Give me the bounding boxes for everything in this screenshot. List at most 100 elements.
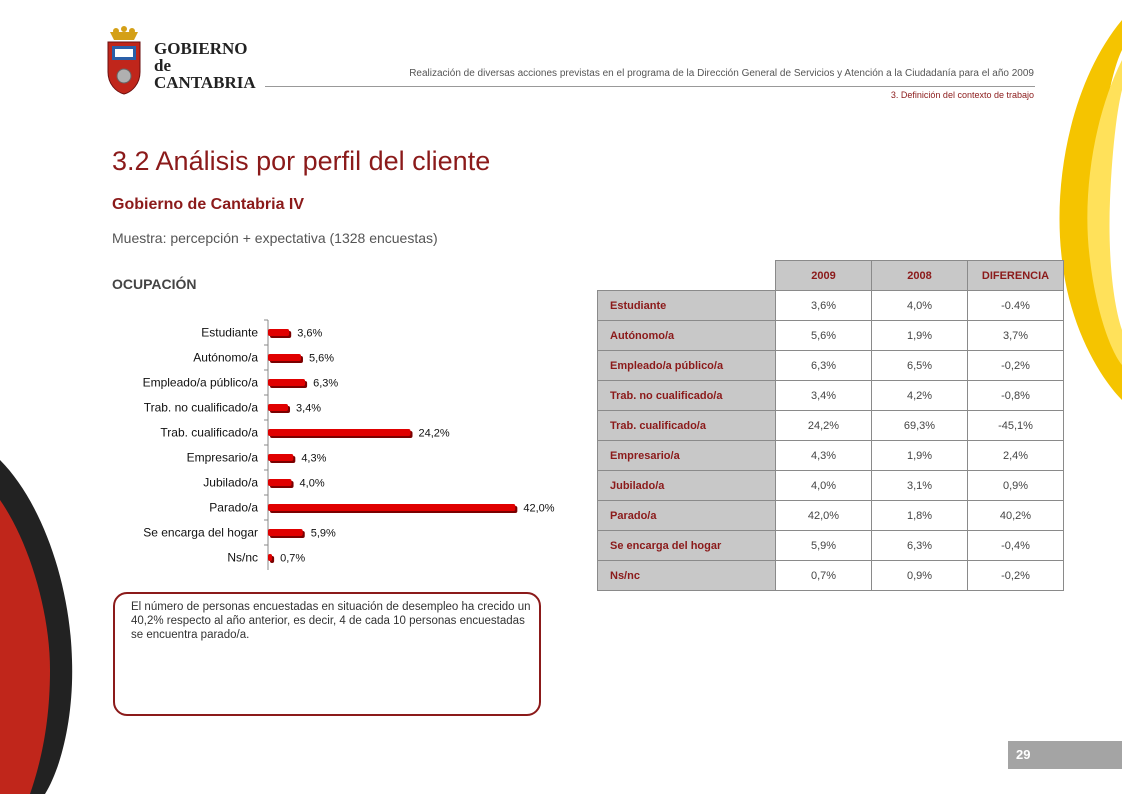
table-row-label: Jubilado/a [597,470,776,501]
page-subtitle: Gobierno de Cantabria IV [112,196,305,213]
table-cell-2008: 1,8% [871,500,968,531]
chart-value-label: 5,9% [311,528,336,540]
table-row: Trab. no cualificado/a 3,4% 4,2% -0,8% [597,380,1064,411]
table-cell-2009: 3,4% [775,380,872,411]
chart-category-label: Ns/nc [227,551,258,565]
decorative-red-swoosh [0,460,73,794]
table-cell-diferencia: 2,4% [967,440,1064,471]
table-header-blank [597,260,776,291]
table-cell-diferencia: -0.4% [967,290,1064,321]
sample-description: Muestra: percepción + expectativa (1328 … [112,230,438,246]
table-row-label: Estudiante [597,290,776,321]
table-row: Estudiante 3,6% 4,0% -0.4% [597,290,1064,321]
table-row-label: Empleado/a público/a [597,350,776,381]
chart-category-label: Trab. no cualificado/a [144,401,259,415]
section-label: OCUPACIÓN [112,276,197,292]
chart-bar [268,479,292,486]
comment-text: El número de personas encuestadas en sit… [131,601,531,641]
page-number-bar: 29 [1008,741,1122,769]
table-cell-2009: 5,6% [775,320,872,351]
table-cell-2008: 1,9% [871,440,968,471]
table-cell-diferencia: 0,9% [967,470,1064,501]
chart-category-label: Empleado/a público/a [143,376,259,390]
table-body: Estudiante 3,6% 4,0% -0.4% Autónomo/a 5,6% 1,9… [597,290,1064,591]
chart-bar [268,454,294,461]
table-row-label: Empresario/a [597,440,776,471]
table-cell-2008: 6,5% [871,350,968,381]
table-cell-2009: 24,2% [775,410,872,441]
table-row: Trab. cualificado/a 24,2% 69,3% -45,1% [597,410,1064,441]
table-row-label: Autónomo/a [597,320,776,351]
table-cell-2008: 0,9% [871,560,968,591]
table-cell-diferencia: 3,7% [967,320,1064,351]
chart-value-label: 0,7% [280,553,305,565]
chart-value-label: 4,0% [300,478,325,490]
table-cell-2008: 6,3% [871,530,968,561]
table-cell-diferencia: -45,1% [967,410,1064,441]
table-cell-2009: 42,0% [775,500,872,531]
chart-category-label: Empresario/a [187,451,259,465]
table-row: Empresario/a 4,3% 1,9% 2,4% [597,440,1064,471]
table-cell-2008: 69,3% [871,410,968,441]
table-cell-2008: 4,2% [871,380,968,411]
chart-bar [268,554,273,561]
table-row: Autónomo/a 5,6% 1,9% 3,7% [597,320,1064,351]
table-row-label: Parado/a [597,500,776,531]
table-row: Jubilado/a 4,0% 3,1% 0,9% [597,470,1064,501]
chart-category-label: Autónomo/a [193,351,258,365]
chart-bar [268,379,306,386]
table-row: Ns/nc 0,7% 0,9% -0,2% [597,560,1064,591]
table-cell-diferencia: -0,8% [967,380,1064,411]
gobierno-cantabria-logo: GOBIERNO de CANTABRIA [104,26,256,98]
table-row-label: Trab. no cualificado/a [597,380,776,411]
table-row-label: Se encarga del hogar [597,530,776,561]
page-number: 29 [1016,747,1031,762]
table-cell-2008: 1,9% [871,320,968,351]
table-cell-2009: 0,7% [775,560,872,591]
logo-line-gobierno: GOBIERNO [154,39,248,58]
table-cell-2009: 4,0% [775,470,872,501]
table-cell-diferencia: -0,4% [967,530,1064,561]
table-cell-2009: 5,9% [775,530,872,561]
chart-value-label: 4,3% [301,453,326,465]
document-title: Realización de diversas acciones previst… [409,68,1034,79]
chart-bar [268,529,303,536]
chart-bar [268,429,411,436]
chart-value-label: 3,6% [297,328,322,340]
chart-bar [268,404,289,411]
chart-category-label: Estudiante [201,326,258,340]
chart-bar [268,329,290,336]
table-cell-2008: 3,1% [871,470,968,501]
decorative-yellow-swoosh [1059,20,1122,400]
logo-line-de: de [154,56,171,75]
chart-bar [268,504,516,511]
table-header-2009: 2009 [775,260,872,291]
table-cell-diferencia: 40,2% [967,500,1064,531]
chart-value-label: 3,4% [296,403,321,415]
logo-line-cantabria: CANTABRIA [154,73,256,92]
chart-bar [268,354,301,361]
table-row: Parado/a 42,0% 1,8% 40,2% [597,500,1064,531]
chart-category-label: Trab. cualificado/a [160,426,258,440]
table-row: Empleado/a público/a 6,3% 6,5% -0,2% [597,350,1064,381]
table-cell-diferencia: -0,2% [967,350,1064,381]
table-cell-diferencia: -0,2% [967,560,1064,591]
table-cell-2009: 4,3% [775,440,872,471]
table-header-row: 2009 2008 DIFERENCIA [597,260,1064,291]
section-breadcrumb: 3. Definición del contexto de trabajo [890,90,1034,100]
occupation-bar-chart: Estudiante 3,6% Autónomo/a 5,6% Empleado/a p… [143,319,555,570]
table-header-2008: 2008 [871,260,968,291]
coat-of-arms-icon [107,26,141,95]
table-cell-2009: 3,6% [775,290,872,321]
table-header-diferencia: DIFERENCIA [967,260,1064,291]
chart-category-label: Parado/a [209,501,258,515]
chart-value-label: 24,2% [419,428,450,440]
page-title: 3.2 Análisis por perfil del cliente [112,146,491,176]
header-divider [265,86,1035,87]
chart-category-label: Jubilado/a [203,476,258,490]
table-row-label: Ns/nc [597,560,776,591]
table-row: Se encarga del hogar 5,9% 6,3% -0,4% [597,530,1064,561]
chart-value-label: 42,0% [523,503,554,515]
comment-box: El número de personas encuestadas en sit… [113,592,541,716]
table-row-label: Trab. cualificado/a [597,410,776,441]
